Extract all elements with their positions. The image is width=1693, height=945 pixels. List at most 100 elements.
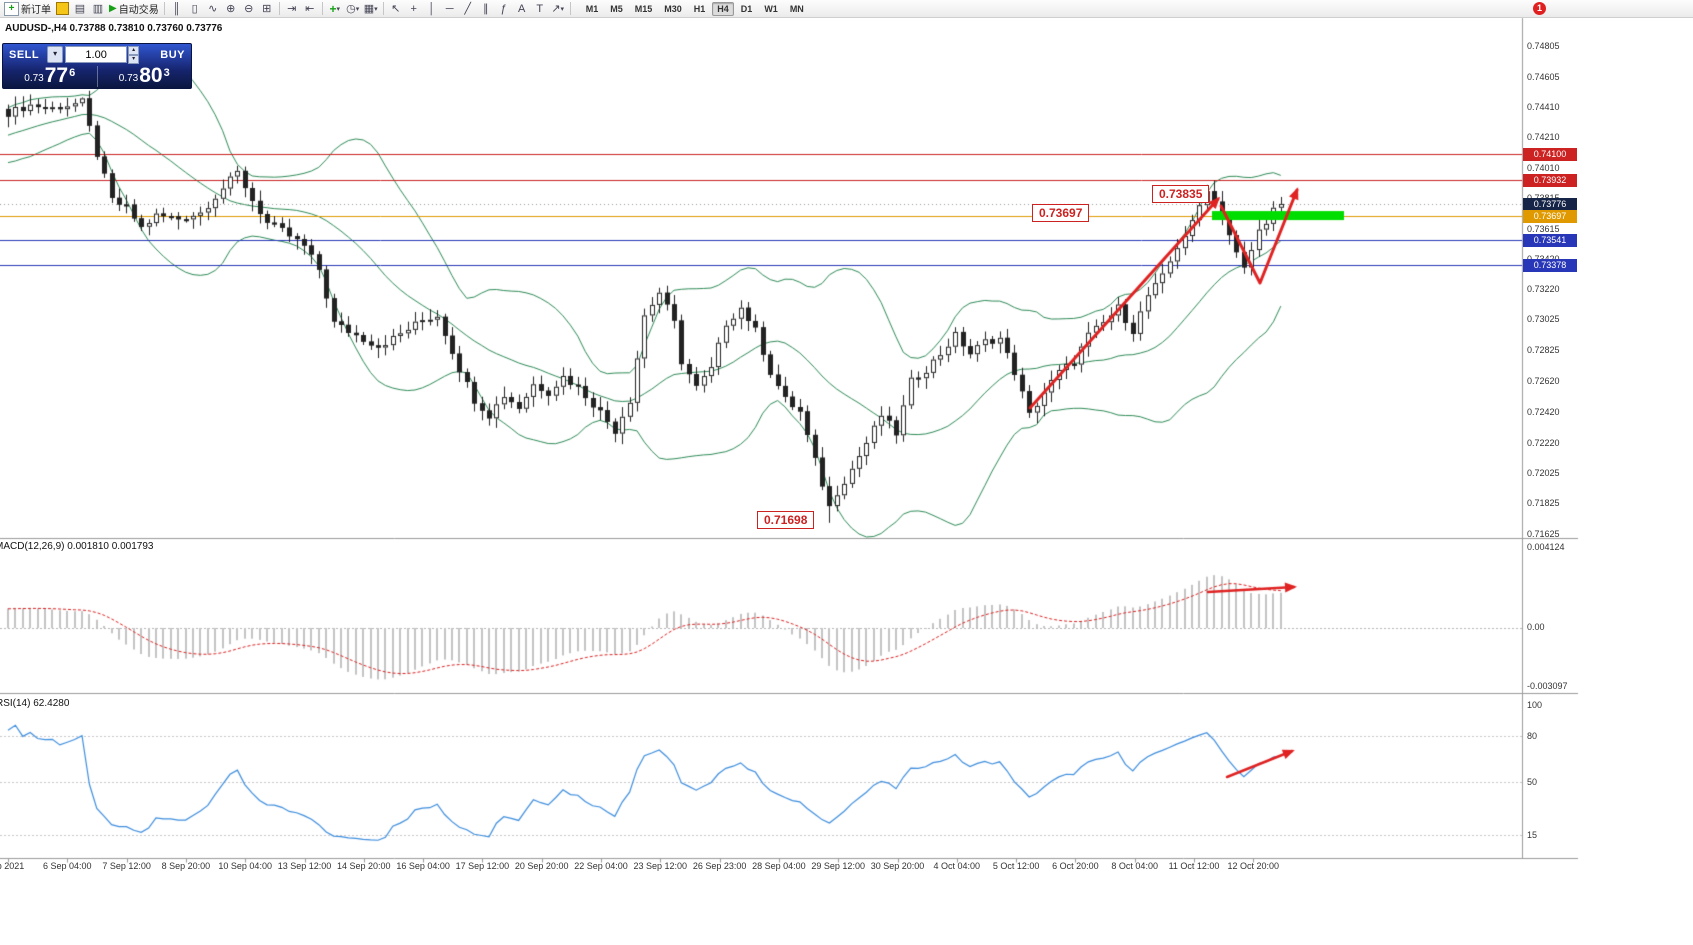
templates-button[interactable]: ▦ ▾ [363,3,378,15]
trade-panel-dropdown[interactable]: ▾ [47,46,64,63]
zoom-out-icon[interactable]: ⊖ [244,3,254,15]
price-axis-marker: 0.73776 [1523,197,1577,211]
period-button-m15[interactable]: M15 [634,3,653,14]
trade-panel-price-row: 0.73 77 6 0.73 80 3 [3,64,191,89]
channel-icon[interactable]: ∥ [482,3,489,15]
sell-price-sup: 6 [69,67,76,79]
new-order-button[interactable]: + 新订单 [2,1,53,17]
period-button-mn[interactable]: MN [789,3,804,14]
macd-axis-label: -0.003097 [1527,681,1568,691]
time-axis-label: 17 Sep 12:00 [455,861,510,871]
buy-price-big: 80 [139,64,163,87]
price-annotation[interactable]: 0.73697 [1032,204,1090,222]
time-axis-label: 14 Sep 20:00 [337,861,391,871]
sell-price-button[interactable]: 0.73 77 6 [3,64,97,89]
period-button-m30[interactable]: M30 [664,3,682,14]
profiles-button[interactable]: ◷ ▾ [346,3,360,15]
zoom-in-icon[interactable]: ⊕ [226,3,236,15]
price-axis-tick: 0.73615 [1527,223,1560,234]
time-axis-label: 8 Sep 20:00 [161,861,211,871]
volume-up-icon[interactable]: ▴ [128,45,140,55]
new-order-icon: + [4,1,19,16]
price-axis-tick: 0.74010 [1527,163,1560,173]
price-axis-tick: 0.74805 [1527,41,1560,51]
volume-input[interactable] [65,46,128,63]
toolbar-separator [163,2,165,15]
price-axis-tick: 0.72220 [1527,437,1560,448]
bar-chart-icon[interactable]: ║ [172,2,181,15]
time-axis-label: 6 Oct 20:00 [1052,861,1099,871]
crosshair-icon[interactable]: + [410,2,417,15]
trade-panel-divider [96,66,98,87]
rsi-axis-label: 100 [1527,700,1543,710]
trendline-icon[interactable]: ╱ [464,3,472,15]
price-axis-tick: 0.74410 [1527,101,1560,112]
market-watch-icon[interactable] [53,1,71,16]
price-axis-marker: 0.73541 [1523,233,1577,247]
chart-ohlc-title: AUDUSD-,H4 0.73788 0.73810 0.73760 0.737… [5,23,223,34]
line-chart-icon[interactable]: ∿ [208,3,218,15]
time-axis-label: 8 Oct 04:00 [1111,861,1158,871]
macd-axis-label: 0.00 [1527,622,1545,632]
volume-group: ▾ ▴▾ [47,45,140,64]
price-axis-tick: 0.74605 [1527,71,1560,82]
cursor-icon[interactable]: ↖ [391,3,401,15]
horizontal-line-icon[interactable]: ─ [445,2,454,15]
volume-down-icon[interactable]: ▾ [128,54,140,64]
buy-price-button[interactable]: 0.73 80 3 [98,64,192,89]
time-axis-label: 29 Sep 12:00 [811,861,865,871]
time-axis-label: 22 Sep 04:00 [574,861,628,871]
sell-label: SELL [9,48,40,61]
time-axis-label: 11 Oct 12:00 [1168,861,1220,871]
time-axis-label: 4 Oct 04:00 [933,861,981,871]
buy-price-sup: 3 [163,67,170,79]
period-button-w1[interactable]: W1 [764,3,778,14]
time-axis-label: 5 Oct 12:00 [992,861,1040,871]
label-icon[interactable]: T [536,2,544,15]
notification-badge[interactable]: 1 [1533,2,1546,15]
auto-scroll-icon[interactable]: ⇥ [287,3,297,15]
price-annotation[interactable]: 0.73835 [1152,185,1210,203]
price-axis-marker: 0.73932 [1523,173,1577,187]
arrows-tool-icon[interactable]: ↗ ▾ [551,3,565,15]
rsi-axis-label: 50 [1527,776,1538,787]
trade-panel-top-row: SELL ▾ ▴▾ BUY [3,44,191,64]
one-click-trading-panel: SELL ▾ ▴▾ BUY 0.73 77 6 0.73 80 3 [2,43,192,89]
text-icon[interactable]: A [518,2,526,15]
fibonacci-icon[interactable]: ƒ [500,2,507,15]
time-axis-label: 7 Sep 12:00 [102,861,151,871]
rsi-axis-label: 80 [1527,730,1538,741]
period-button-d1[interactable]: D1 [740,3,753,14]
terminal-icon[interactable]: ▥ [92,3,104,15]
price-axis-tick: 0.72025 [1527,467,1560,478]
period-button-h1[interactable]: H1 [693,3,706,14]
period-button-m1[interactable]: M1 [585,3,599,14]
price-axis-marker: 0.74100 [1523,148,1577,162]
data-window-icon[interactable]: ▤ [74,3,86,15]
autotrading-label: 自动交易 [118,5,159,16]
price-axis-tick: 0.71825 [1527,498,1560,509]
new-chart-button[interactable]: + ▾ [329,1,340,16]
period-button-m5[interactable]: M5 [610,3,623,14]
tile-windows-icon[interactable]: ⊞ [262,3,272,15]
period-button-h4[interactable]: H4 [712,1,734,16]
price-annotation[interactable]: 0.71698 [757,511,815,529]
time-axis-label: 10 Sep 04:00 [218,861,272,871]
buy-label: BUY [160,48,185,61]
time-axis-label: ep 2021 [0,861,25,871]
chart-shift-icon[interactable]: ⇤ [305,3,315,15]
price-axis-tick: 0.71625 [1527,529,1560,539]
buy-price-prefix: 0.73 [118,73,139,84]
autotrading-button[interactable]: ▶ 自动交易 [107,1,161,17]
toolbar-separator [569,2,571,15]
vertical-line-icon[interactable]: │ [428,2,436,15]
rsi-label: RSI(14) 62.4280 [0,698,70,709]
macd-axis-label: 0.004124 [1527,542,1565,552]
time-axis-label: 6 Sep 04:00 [43,861,92,871]
time-axis-label: 16 Sep 04:00 [396,861,450,871]
main-toolbar: + 新订单 ▤ ▥ ▶ 自动交易 ║ ▯ ∿ ⊕ ⊖ ⊞ ⇥ ⇤ + ▾ ◷ ▾ ▦… [0,0,1693,18]
candlestick-chart-icon[interactable]: ▯ [191,3,198,15]
volume-stepper[interactable]: ▴ ▾ [128,45,140,64]
